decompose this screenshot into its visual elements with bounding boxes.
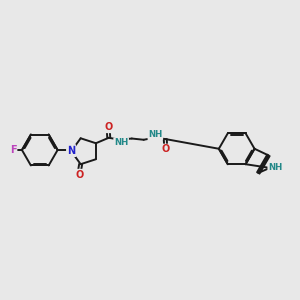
Text: NH: NH — [148, 130, 162, 139]
Text: F: F — [10, 145, 16, 155]
Text: N: N — [67, 145, 75, 155]
Text: N: N — [67, 146, 75, 156]
Text: NH: NH — [268, 163, 282, 172]
Text: NH: NH — [114, 138, 128, 147]
Text: O: O — [75, 169, 83, 180]
Text: O: O — [104, 122, 112, 132]
Text: N: N — [67, 146, 75, 156]
Text: O: O — [162, 144, 170, 154]
